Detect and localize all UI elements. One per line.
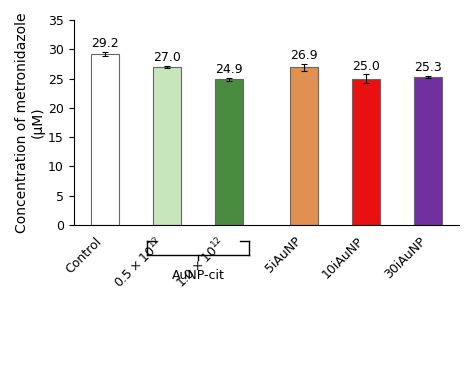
Bar: [153, 67, 181, 225]
Text: 24.9: 24.9: [215, 63, 243, 76]
Text: 26.9: 26.9: [290, 49, 318, 62]
Y-axis label: Concentration of metronidazole
(μM): Concentration of metronidazole (μM): [15, 12, 45, 233]
Text: 25.3: 25.3: [414, 61, 442, 74]
Bar: [215, 79, 243, 225]
Text: AuNP-cit: AuNP-cit: [172, 269, 224, 282]
Bar: [91, 54, 118, 225]
Bar: [352, 78, 380, 225]
Text: 25.0: 25.0: [352, 60, 380, 73]
Text: 27.0: 27.0: [153, 51, 181, 64]
Bar: [290, 68, 318, 225]
Bar: [414, 77, 442, 225]
Text: 29.2: 29.2: [91, 37, 118, 51]
